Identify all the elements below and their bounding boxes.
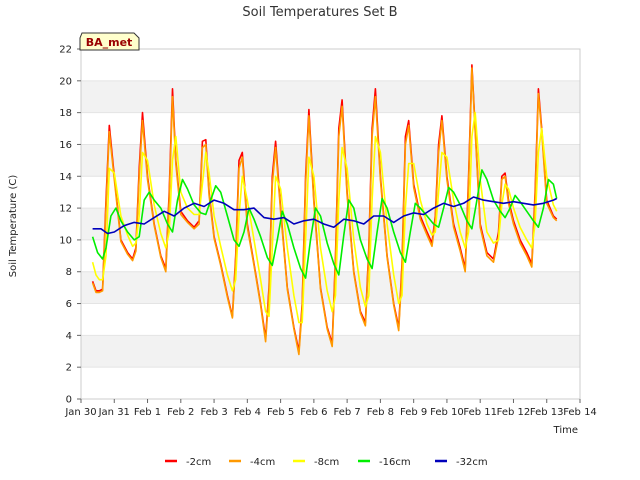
- grid-bands: [81, 48, 580, 400]
- y-tick-label: 0: [66, 395, 72, 406]
- series-line-minus8cm: [91, 111, 558, 324]
- y-tick-label: 10: [59, 235, 72, 246]
- x-tick-label: Feb 2: [167, 407, 194, 418]
- x-tick-label: Jan 30: [64, 407, 96, 418]
- y-tick-label: 18: [59, 108, 72, 119]
- legend: -2cm -4cm -8cm -16cm -32cm: [165, 457, 488, 468]
- badge-label: BA_met: [86, 36, 133, 49]
- x-tick-label: Feb 11: [463, 407, 497, 418]
- legend-label: -4cm: [250, 457, 275, 468]
- grid-band: [81, 80, 580, 113]
- x-tick-label: Feb 8: [367, 407, 394, 418]
- y-axis-title: Soil Temperature (C): [8, 175, 19, 278]
- series-lines: [91, 64, 558, 356]
- legend-label: -32cm: [456, 457, 488, 468]
- legend-label: -16cm: [379, 457, 411, 468]
- y-tick-label: 14: [59, 172, 72, 183]
- y-tick-label: 6: [66, 299, 72, 310]
- grid-band: [81, 208, 580, 240]
- y-tick-label: 12: [59, 204, 72, 215]
- y-tick-label: 2: [66, 363, 72, 374]
- x-axis-ticks: Jan 30 Jan 31 Feb 1 Feb 2 Feb 3 Feb 4 Feb 5 Feb…: [64, 399, 597, 418]
- x-axis-title: Time: [553, 425, 578, 436]
- badge-shape: [79, 32, 140, 51]
- series-line-minus4cm: [91, 67, 558, 356]
- chart-title: Soil Temperatures Set B: [242, 5, 397, 20]
- y-tick-label: 16: [59, 140, 72, 151]
- x-tick-label: Feb 9: [400, 407, 427, 418]
- x-tick-label: Feb 7: [334, 407, 361, 418]
- plot-frame: [80, 48, 581, 400]
- y-tick-label: 22: [59, 45, 72, 56]
- x-tick-label: Jan 31: [98, 407, 130, 418]
- grid-band: [81, 271, 580, 304]
- y-axis-ticks: 0 2 4 6 8 10 12 14 16 18 20 22: [59, 45, 81, 406]
- x-tick-label: Feb 14: [563, 407, 597, 418]
- x-tick-label: Feb 1: [134, 407, 161, 418]
- grid-band: [81, 144, 580, 177]
- x-tick-label: Feb 6: [300, 407, 327, 418]
- y-tick-label: 8: [66, 267, 72, 278]
- legend-label: -8cm: [314, 457, 339, 468]
- series-line-minus16cm: [91, 169, 558, 279]
- x-tick-label: Feb 10: [430, 407, 464, 418]
- legend-label: -2cm: [186, 457, 211, 468]
- y-tick-label: 20: [59, 76, 72, 87]
- x-tick-label: Feb 5: [267, 407, 294, 418]
- x-tick-label: Feb 13: [530, 407, 564, 418]
- x-tick-label: Feb 3: [200, 407, 227, 418]
- x-tick-label: Feb 4: [234, 407, 261, 418]
- x-tick-label: Feb 12: [497, 407, 531, 418]
- station-badge: BA_met: [79, 32, 140, 51]
- series-line-minus32cm: [92, 196, 558, 235]
- y-tick-label: 4: [66, 331, 72, 342]
